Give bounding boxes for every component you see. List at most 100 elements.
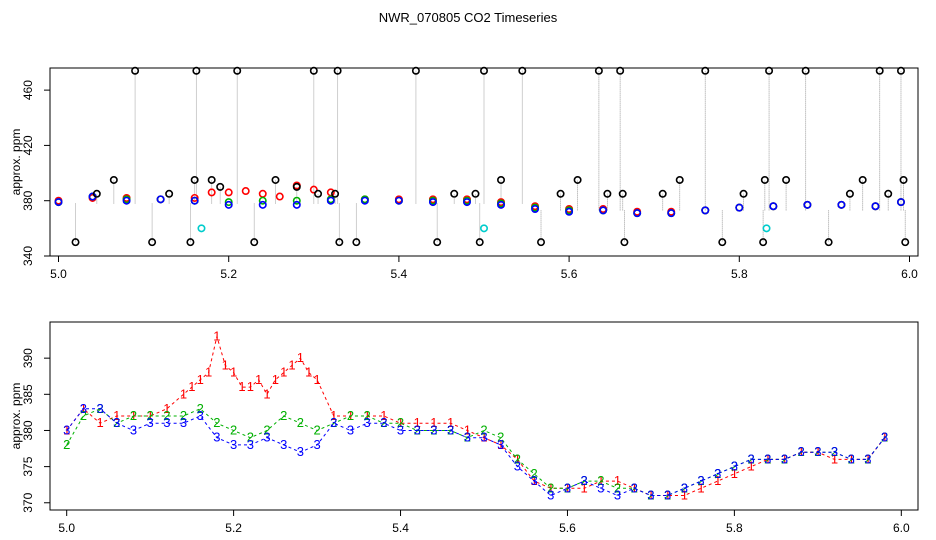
series-line-2 bbox=[66, 408, 885, 496]
point-marker-3: 3 bbox=[881, 430, 888, 445]
point-marker-2: 2 bbox=[347, 408, 354, 423]
point-black bbox=[352, 238, 361, 247]
point-marker-3: 3 bbox=[180, 415, 187, 430]
point-black bbox=[594, 66, 603, 75]
x-tick-label: 5.0 bbox=[58, 521, 75, 535]
point-black bbox=[207, 175, 216, 184]
point-black bbox=[71, 238, 80, 247]
point-black bbox=[148, 238, 157, 247]
point-black bbox=[475, 238, 484, 247]
point-black bbox=[309, 66, 318, 75]
point-marker-3: 3 bbox=[747, 451, 754, 466]
point-black bbox=[537, 238, 546, 247]
point-marker-1: 1 bbox=[881, 430, 888, 445]
y-tick-label: 380 bbox=[21, 190, 35, 210]
x-tick-label: 5.0 bbox=[50, 267, 67, 281]
point-marker-1: 1 bbox=[697, 480, 704, 495]
point-marker-1: 1 bbox=[247, 379, 254, 394]
plot-frame bbox=[49, 67, 919, 257]
panel-top: approx. ppm 5.0 5.2 5.4 5.6 5.8 6.0 340 380 420 4… bbox=[9, 66, 919, 281]
point-marker-3: 3 bbox=[380, 415, 387, 430]
point-marker-3: 3 bbox=[681, 480, 688, 495]
point-marker-2: 2 bbox=[814, 444, 821, 459]
point-marker-3: 3 bbox=[781, 451, 788, 466]
x-tick-label: 5.4 bbox=[392, 521, 409, 535]
point-marker-3: 3 bbox=[113, 415, 120, 430]
point-marker-3: 3 bbox=[814, 444, 821, 459]
point-marker-1: 1 bbox=[238, 379, 245, 394]
point-marker-3: 3 bbox=[96, 401, 103, 416]
point-marker-2: 2 bbox=[364, 408, 371, 423]
point-black bbox=[675, 175, 684, 184]
point-black bbox=[845, 189, 854, 198]
point-black bbox=[782, 175, 791, 184]
point-green bbox=[258, 196, 267, 205]
point-marker-3: 3 bbox=[581, 473, 588, 488]
point-black bbox=[411, 66, 420, 75]
point-black bbox=[603, 189, 612, 198]
series-line-3 bbox=[66, 408, 885, 497]
point-marker-1: 1 bbox=[205, 365, 212, 380]
point-blue bbox=[667, 209, 676, 218]
point-marker-2: 2 bbox=[831, 444, 838, 459]
point-marker-2: 2 bbox=[147, 408, 154, 423]
point-black bbox=[216, 182, 225, 191]
point-marker-2: 2 bbox=[80, 408, 87, 423]
point-marker-1: 1 bbox=[288, 357, 295, 372]
point-black bbox=[556, 189, 565, 198]
point-marker-3: 3 bbox=[280, 437, 287, 452]
point-blue bbox=[531, 205, 540, 214]
plot-frame bbox=[49, 321, 919, 511]
point-marker-3: 3 bbox=[464, 430, 471, 445]
point-marker-2: 2 bbox=[96, 401, 103, 416]
point-blue bbox=[394, 196, 403, 205]
point-marker-2: 2 bbox=[113, 415, 120, 430]
point-blue bbox=[224, 200, 233, 209]
point-marker-2: 2 bbox=[63, 437, 70, 452]
point-marker-3: 3 bbox=[530, 473, 537, 488]
point-blue bbox=[156, 195, 165, 204]
series-line-1 bbox=[66, 334, 885, 496]
point-marker-3: 3 bbox=[347, 422, 354, 437]
point-marker-1: 1 bbox=[96, 415, 103, 430]
point-marker-2: 2 bbox=[397, 415, 404, 430]
point-black bbox=[765, 66, 774, 75]
point-marker-3: 3 bbox=[714, 466, 721, 481]
point-marker-3: 3 bbox=[514, 459, 521, 474]
point-marker-1: 1 bbox=[764, 451, 771, 466]
point-cyan bbox=[762, 224, 771, 233]
point-black bbox=[450, 189, 459, 198]
point-red bbox=[275, 192, 284, 201]
x-tick-label: 6.0 bbox=[893, 521, 910, 535]
point-marker-2: 2 bbox=[530, 466, 537, 481]
point-marker-3: 3 bbox=[130, 422, 137, 437]
point-marker-3: 3 bbox=[647, 488, 654, 503]
point-marker-2: 2 bbox=[614, 480, 621, 495]
point-black bbox=[618, 189, 627, 198]
point-marker-2: 2 bbox=[497, 430, 504, 445]
point-blue bbox=[565, 207, 574, 216]
point-marker-3: 3 bbox=[313, 437, 320, 452]
point-blue bbox=[871, 202, 880, 211]
point-marker-1: 1 bbox=[664, 488, 671, 503]
point-marker-3: 3 bbox=[764, 451, 771, 466]
point-marker-2: 2 bbox=[714, 466, 721, 481]
point-marker-1: 1 bbox=[230, 365, 237, 380]
point-black bbox=[471, 189, 480, 198]
point-blue bbox=[54, 198, 63, 207]
point-black bbox=[739, 189, 748, 198]
point-marker-2: 2 bbox=[881, 430, 888, 445]
point-marker-3: 3 bbox=[497, 437, 504, 452]
x-tick-label: 5.8 bbox=[726, 521, 743, 535]
point-green bbox=[224, 198, 233, 207]
point-marker-3: 3 bbox=[414, 422, 421, 437]
point-marker-2: 2 bbox=[747, 451, 754, 466]
point-black bbox=[192, 66, 201, 75]
point-marker-1: 1 bbox=[80, 401, 87, 416]
point-black bbox=[331, 189, 340, 198]
point-marker-2: 2 bbox=[380, 415, 387, 430]
point-marker-2: 2 bbox=[631, 480, 638, 495]
point-black bbox=[186, 238, 195, 247]
point-marker-1: 1 bbox=[714, 473, 721, 488]
